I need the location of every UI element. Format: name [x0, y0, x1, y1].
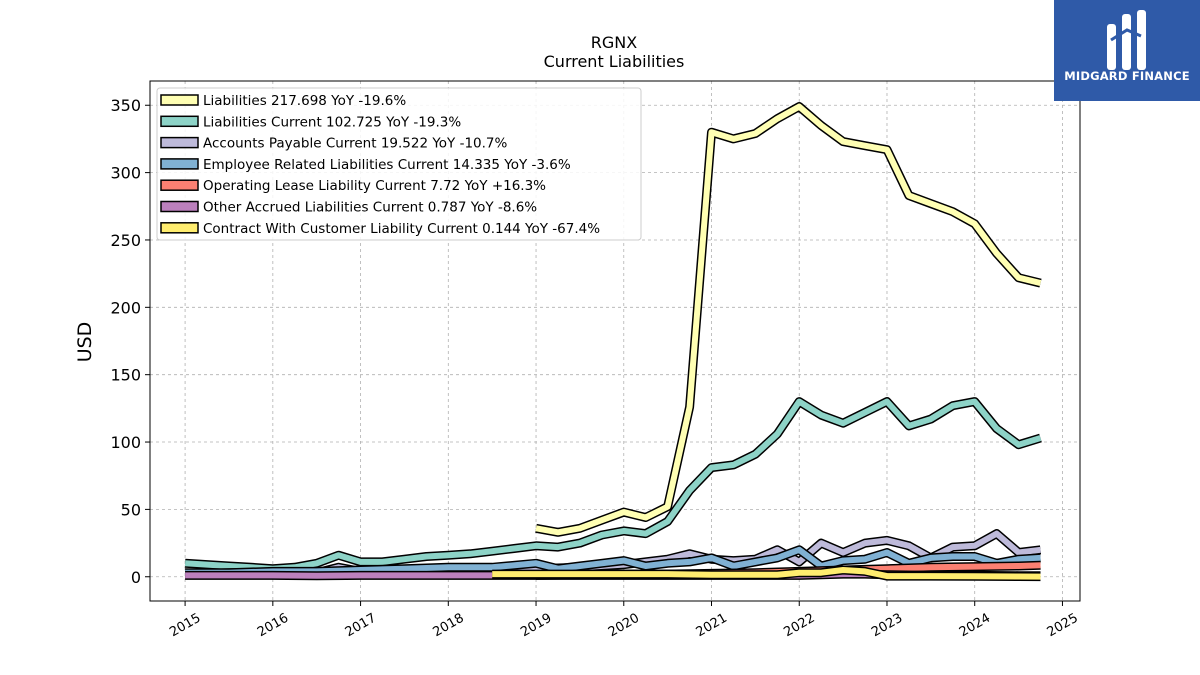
y-tick-label: 150: [110, 366, 141, 385]
legend-item[interactable]: Other Accrued Liabilities Current 0.787 …: [160, 200, 537, 216]
legend-item[interactable]: Accounts Payable Current 19.522 YoY -10.…: [160, 136, 508, 152]
x-tick-label: 2016: [255, 611, 291, 641]
x-tick-label: 2018: [430, 611, 466, 641]
legend-label: Contract With Customer Liability Current…: [203, 221, 600, 237]
y-axis-label: USD: [74, 322, 96, 363]
logo-text: MIDGARD FINANCE: [1064, 69, 1190, 83]
x-tick-label: 2020: [606, 611, 642, 641]
y-tick-label: 50: [121, 500, 141, 519]
x-tick-label: 2021: [694, 611, 730, 641]
series-line: [535, 103, 1042, 536]
series-1: [535, 102, 1042, 537]
y-tick-label: 350: [110, 96, 141, 115]
series-layer: [184, 102, 1042, 582]
series-line: [492, 567, 1041, 580]
plot-frame: [149, 80, 1081, 602]
chart-subtitle: Current Liabilities: [544, 52, 685, 71]
legend-swatch: [160, 158, 199, 170]
legend-item[interactable]: Liabilities 217.698 YoY -19.6%: [160, 93, 406, 109]
legend-item[interactable]: Operating Lease Liability Current 7.72 Y…: [160, 178, 546, 194]
legend-label: Employee Related Liabilities Current 14.…: [203, 157, 571, 173]
x-tick-label: 2015: [167, 611, 203, 641]
legend-label: Accounts Payable Current 19.522 YoY -10.…: [203, 136, 508, 152]
legend-label: Operating Lease Liability Current 7.72 Y…: [203, 178, 546, 194]
brand-logo: MIDGARD FINANCE: [1054, 0, 1200, 101]
x-tick-label: 2017: [343, 611, 379, 641]
x-tick-label: 2023: [869, 611, 905, 641]
legend[interactable]: Liabilities 217.698 YoY -19.6% Liabilitie…: [156, 87, 642, 241]
y-tick-label: 100: [110, 433, 141, 452]
legend-box: [156, 87, 642, 241]
series-line: [185, 546, 1041, 576]
x-tick-label: 2022: [781, 611, 817, 641]
legend-item[interactable]: Employee Related Liabilities Current 14.…: [160, 157, 571, 173]
legend-swatch: [160, 94, 199, 106]
legend-item[interactable]: Liabilities Current 102.725 YoY -19.3%: [160, 114, 461, 130]
series-7: [492, 565, 1041, 582]
x-tick-label: 2025: [1045, 611, 1081, 641]
y-tick-label: 300: [110, 164, 141, 183]
legend-label: Other Accrued Liabilities Current 0.787 …: [203, 200, 537, 216]
legend-swatch: [160, 115, 199, 128]
chart-title: RGNX: [591, 33, 637, 52]
series-line: [184, 398, 1042, 572]
legend-label: Liabilities 217.698 YoY -19.6%: [203, 93, 406, 109]
x-tick-label: 2019: [518, 611, 554, 641]
legend-label: Liabilities Current 102.725 YoY -19.3%: [203, 114, 461, 130]
y-tick-label: 200: [110, 298, 141, 317]
y-tick-label: 250: [110, 231, 141, 250]
x-tick-label: 2024: [957, 611, 993, 641]
logo-mark-icon: [1107, 10, 1146, 70]
legend-swatch: [160, 179, 199, 191]
series-2: [184, 397, 1042, 574]
series-4: [185, 545, 1041, 578]
legend-swatch: [160, 200, 199, 213]
y-tick-label: 0: [131, 568, 141, 587]
legend-swatch: [160, 222, 199, 234]
legend-item[interactable]: Contract With Customer Liability Current…: [160, 221, 600, 237]
legend-swatch: [160, 136, 199, 149]
